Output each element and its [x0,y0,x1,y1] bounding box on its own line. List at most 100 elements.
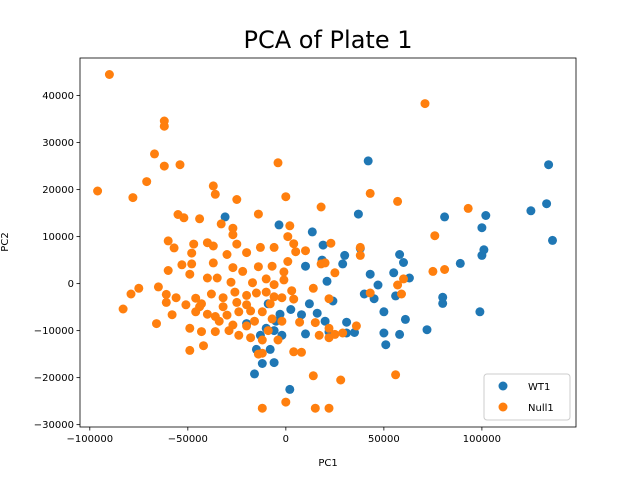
point-null1 [308,283,318,293]
point-wt1 [400,314,410,324]
point-null1 [324,403,334,413]
legend-label-null1: Null1 [528,403,554,414]
point-null1 [208,181,218,191]
point-null1 [257,348,267,358]
point-null1 [261,274,271,284]
point-wt1 [301,261,310,271]
point-null1 [228,223,238,233]
point-null1 [93,186,103,196]
y-tick-label: −10000 [34,326,74,337]
point-wt1 [338,259,348,269]
point-null1 [163,266,173,275]
point-null1 [279,267,289,277]
point-wt1 [274,220,284,230]
y-tick-label: −20000 [34,373,74,384]
point-null1 [269,242,279,252]
point-null1 [279,275,289,285]
point-null1 [308,371,318,381]
point-null1 [265,299,275,309]
point-null1 [310,403,320,413]
point-wt1 [250,369,259,379]
point-wt1 [381,340,391,350]
point-null1 [397,289,406,299]
point-wt1 [365,269,375,279]
point-null1 [324,294,334,304]
point-wt1 [548,235,557,245]
point-null1 [202,273,212,283]
point-null1 [150,149,159,159]
point-null1 [420,99,430,109]
point-null1 [314,330,324,340]
point-null1 [118,304,128,314]
point-null1 [257,403,267,413]
point-null1 [171,293,181,303]
point-null1 [289,239,299,249]
point-wt1 [297,310,306,320]
y-tick-label: 20000 [42,185,74,196]
y-tick-label: 30000 [42,138,74,149]
y-tick-label: 10000 [42,232,74,243]
y-tick-label: −30000 [34,420,74,431]
point-null1 [273,335,283,345]
point-wt1 [544,160,554,170]
point-wt1 [379,328,389,338]
point-wt1 [389,268,399,278]
point-wt1 [322,276,332,286]
point-wt1 [422,325,432,335]
point-null1 [232,297,242,307]
point-null1 [206,289,216,299]
point-null1 [428,266,438,276]
point-null1 [283,232,293,242]
point-wt1 [455,258,465,268]
point-wt1 [481,211,491,220]
point-null1 [212,273,222,283]
point-null1 [285,221,295,231]
legend-label-wt1: WT1 [528,382,550,393]
point-null1 [185,269,195,279]
point-null1 [283,257,293,266]
point-null1 [326,238,336,248]
point-null1 [216,219,226,229]
legend-marker-null1 [498,402,508,412]
point-null1 [295,317,305,327]
point-null1 [242,290,252,300]
point-null1 [246,333,256,343]
point-null1 [281,192,291,202]
point-null1 [199,341,208,351]
point-null1 [399,274,408,284]
point-null1 [228,320,238,330]
point-null1 [253,262,263,272]
point-null1 [310,318,320,328]
point-null1 [214,316,224,326]
point-null1 [134,283,144,293]
point-null1 [316,202,326,212]
y-tick-label: 40000 [42,91,74,102]
point-null1 [281,397,291,407]
point-null1 [253,209,263,219]
point-null1 [242,321,252,331]
point-null1 [226,277,236,287]
point-null1 [297,347,306,357]
point-null1 [232,239,242,249]
point-null1 [187,248,197,258]
point-null1 [210,189,220,199]
point-null1 [391,370,401,380]
point-null1 [289,347,299,357]
point-null1 [261,287,271,297]
point-null1 [181,300,191,310]
point-null1 [250,316,259,326]
point-null1 [169,243,179,253]
point-wt1 [304,299,314,309]
point-null1 [202,309,212,319]
point-null1 [234,307,244,317]
point-null1 [277,293,287,303]
point-wt1 [526,206,536,216]
point-null1 [222,310,232,320]
point-wt1 [373,280,383,290]
point-null1 [152,319,161,329]
plot-frame [79,57,577,428]
point-null1 [338,328,348,338]
point-wt1 [285,384,295,394]
point-null1 [251,288,261,298]
point-null1 [393,196,403,206]
